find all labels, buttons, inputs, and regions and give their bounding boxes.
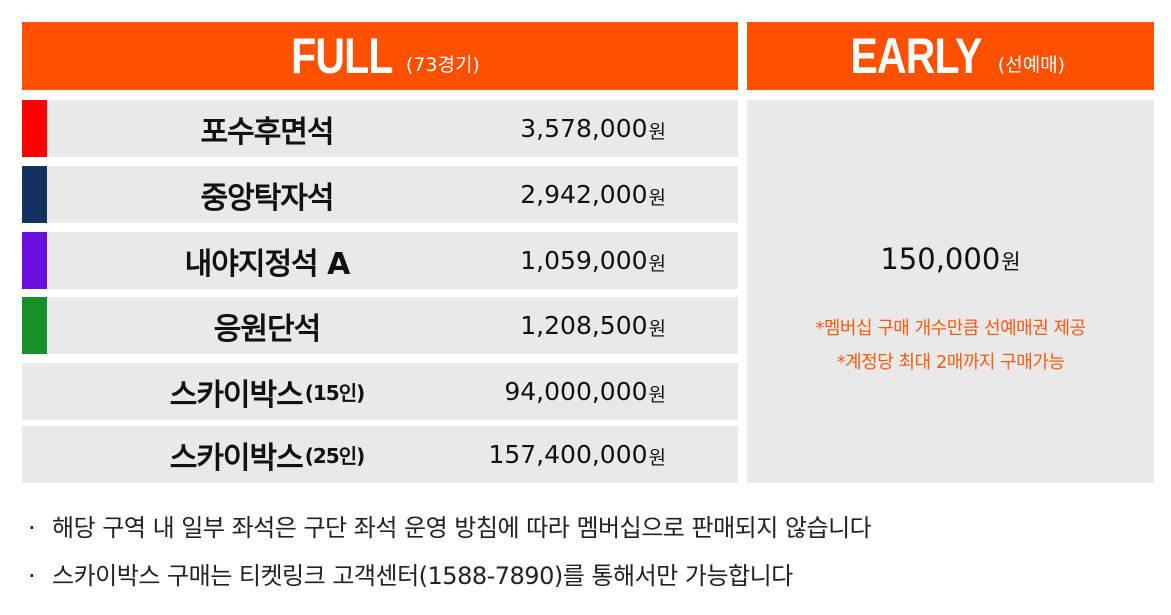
seat-price: 1,208,500 원 xyxy=(520,297,666,354)
seat-name-label: 스카이박스 xyxy=(169,440,304,476)
footnote-text: 스카이박스 구매는 티켓링크 고객센터(1588-7890)를 통해서만 가능합… xyxy=(52,562,793,590)
price-unit: 원 xyxy=(648,253,666,275)
price-unit: 원 xyxy=(648,447,666,469)
early-price-value: 150,000 xyxy=(880,242,1001,276)
seat-name-label: 중앙탁자석 xyxy=(200,180,335,216)
early-header: EARLY (선예매) xyxy=(747,22,1154,90)
early-title: EARLY xyxy=(850,28,982,84)
footnote-text: 해당 구역 내 일부 좌석은 구단 좌석 운영 방침에 따라 멤버십으로 판매되… xyxy=(52,514,872,542)
seat-price-value: 3,578,000 xyxy=(520,114,648,143)
seat-capacity: (15인) xyxy=(304,381,366,405)
seat-name: 중앙탁자석 xyxy=(47,166,487,223)
seat-name: 응원단석 xyxy=(47,297,487,354)
early-note: *계정당 최대 2매까지 구매가능 xyxy=(836,352,1065,373)
early-note: *멤버십 구매 개수만큼 선예매권 제공 xyxy=(815,318,1086,339)
price-unit: 원 xyxy=(648,318,666,340)
price-row: 중앙탁자석 2,942,000 원 xyxy=(22,166,738,223)
price-unit: 원 xyxy=(1001,250,1021,274)
seat-name: 내야지정석 A xyxy=(47,232,487,289)
bullet: · xyxy=(28,562,36,590)
seat-name-label: 응원단석 xyxy=(213,311,321,347)
full-title: FULL xyxy=(291,28,393,84)
seat-color-marker xyxy=(22,297,47,354)
seat-name: 스카이박스 (25인) xyxy=(47,426,487,483)
footnote: · 스카이박스 구매는 티켓링크 고객센터(1588-7890)를 통해서만 가능… xyxy=(28,556,793,591)
seat-price: 94,000,000 원 xyxy=(504,363,666,420)
seat-price: 157,400,000 원 xyxy=(488,426,666,483)
footnote: · 해당 구역 내 일부 좌석은 구단 좌석 운영 방침에 따라 멤버십으로 판매… xyxy=(28,508,872,543)
early-panel: 150,000원 *멤버십 구매 개수만큼 선예매권 제공 *계정당 최대 2매… xyxy=(747,100,1154,483)
price-unit: 원 xyxy=(648,187,666,209)
full-header: FULL (73경기) xyxy=(22,22,738,90)
seat-color-marker xyxy=(22,232,47,289)
seat-name: 스카이박스 (15인) xyxy=(47,363,487,420)
seat-name-label: 내야지정석 A xyxy=(184,246,351,282)
seat-name-label: 포수후면석 xyxy=(200,114,335,150)
seat-price: 3,578,000 원 xyxy=(520,100,666,157)
seat-price-value: 157,400,000 xyxy=(488,440,648,469)
seat-color-marker xyxy=(22,166,47,223)
seat-price-value: 1,059,000 xyxy=(520,246,648,275)
seat-price-value: 2,942,000 xyxy=(520,180,648,209)
seat-price: 1,059,000 원 xyxy=(520,232,666,289)
bullet: · xyxy=(28,514,36,542)
seat-capacity: (25인) xyxy=(304,444,366,468)
price-row: 내야지정석 A 1,059,000 원 xyxy=(22,232,738,289)
seat-price: 2,942,000 원 xyxy=(520,166,666,223)
seat-color-marker xyxy=(22,100,47,157)
seat-price-value: 1,208,500 xyxy=(520,311,648,340)
early-subtitle: (선예매) xyxy=(997,53,1066,76)
price-row: 응원단석 1,208,500 원 xyxy=(22,297,738,354)
seat-name: 포수후면석 xyxy=(47,100,487,157)
full-subtitle: (73경기) xyxy=(405,53,480,76)
price-row: 스카이박스 (15인) 94,000,000 원 xyxy=(22,363,738,420)
price-row: 포수후면석 3,578,000 원 xyxy=(22,100,738,157)
early-price: 150,000원 xyxy=(747,242,1154,276)
price-row: 스카이박스 (25인) 157,400,000 원 xyxy=(22,426,738,483)
seat-price-value: 94,000,000 xyxy=(504,377,648,406)
price-unit: 원 xyxy=(648,384,666,406)
seat-name-label: 스카이박스 xyxy=(169,377,304,413)
price-unit: 원 xyxy=(648,121,666,143)
